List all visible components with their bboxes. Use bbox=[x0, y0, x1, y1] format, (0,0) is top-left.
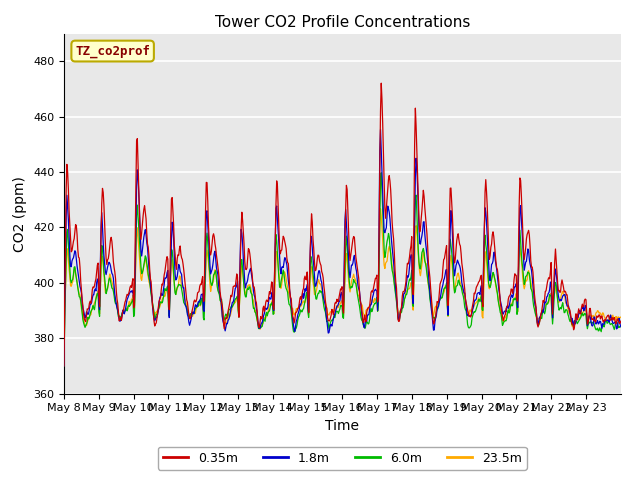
Text: TZ_co2prof: TZ_co2prof bbox=[75, 44, 150, 58]
Y-axis label: CO2 (ppm): CO2 (ppm) bbox=[13, 176, 28, 252]
Title: Tower CO2 Profile Concentrations: Tower CO2 Profile Concentrations bbox=[214, 15, 470, 30]
X-axis label: Time: Time bbox=[325, 419, 360, 433]
Legend: 0.35m, 1.8m, 6.0m, 23.5m: 0.35m, 1.8m, 6.0m, 23.5m bbox=[158, 447, 527, 469]
